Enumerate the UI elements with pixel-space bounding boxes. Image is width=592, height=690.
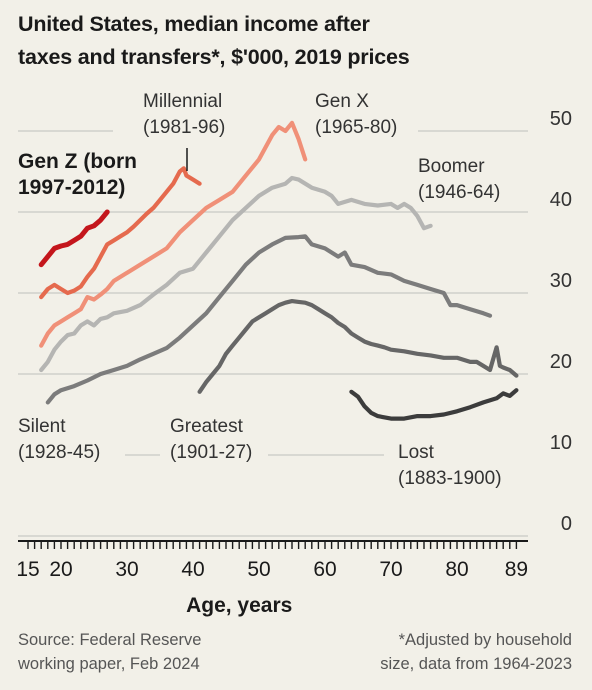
series-label-1-line-0: Greatest	[170, 416, 244, 437]
chart-title: United States, median income after taxes…	[18, 12, 410, 69]
series-label-5-line-1: (1981-96)	[143, 117, 225, 138]
series-label-4-line-0: Gen X	[315, 91, 369, 112]
series-label-0-line-0: Lost	[398, 442, 435, 463]
x-tick-label-70: 70	[379, 558, 402, 581]
series-line-6	[38, 209, 110, 268]
series-label-0-line-1: (1883-1900)	[398, 468, 502, 489]
y-tick-label-40: 40	[550, 189, 572, 211]
series-line-1	[197, 299, 519, 394]
series-label-3-line-1: (1946-64)	[418, 182, 500, 203]
series-label-2-line-0: Silent	[18, 416, 66, 437]
series-label-6-line-1: 1997-2012)	[18, 176, 125, 199]
footnote: *Adjusted by household size, data from 1…	[380, 631, 572, 673]
y-tick-label-10: 10	[550, 432, 572, 454]
source-note: Source: Federal Reserve working paper, F…	[18, 631, 202, 673]
series-label-3-line-0: Boomer	[418, 156, 485, 177]
x-tick-label-80: 80	[445, 558, 468, 581]
y-tick-label-50: 50	[550, 108, 572, 130]
y-tick-label-30: 30	[550, 270, 572, 292]
x-tick-label-40: 40	[181, 558, 204, 581]
series-label-1-line-1: (1901-27)	[170, 442, 252, 463]
x-tick-label-60: 60	[313, 558, 336, 581]
series-label-4-line-1: (1965-80)	[315, 117, 397, 138]
series-line-5	[39, 166, 202, 300]
series-label-2-line-1: (1928-45)	[18, 442, 100, 463]
x-tick-label-15: 15	[16, 558, 39, 581]
x-tick-label-50: 50	[247, 558, 270, 581]
series-line-4	[39, 120, 308, 348]
series-line-2	[45, 234, 493, 405]
x-axis-label: Age, years	[186, 594, 292, 617]
series-line-0	[349, 388, 519, 421]
series-label-5-line-0: Millennial	[143, 91, 222, 112]
y-tick-label-0: 0	[561, 513, 572, 535]
x-tick-label-30: 30	[115, 558, 138, 581]
x-tick-label-89: 89	[505, 558, 528, 581]
x-tick-label-20: 20	[49, 558, 72, 581]
series-label-6-line-0: Gen Z (born	[18, 150, 137, 173]
series-line-3	[39, 175, 433, 373]
y-tick-label-20: 20	[550, 351, 572, 373]
